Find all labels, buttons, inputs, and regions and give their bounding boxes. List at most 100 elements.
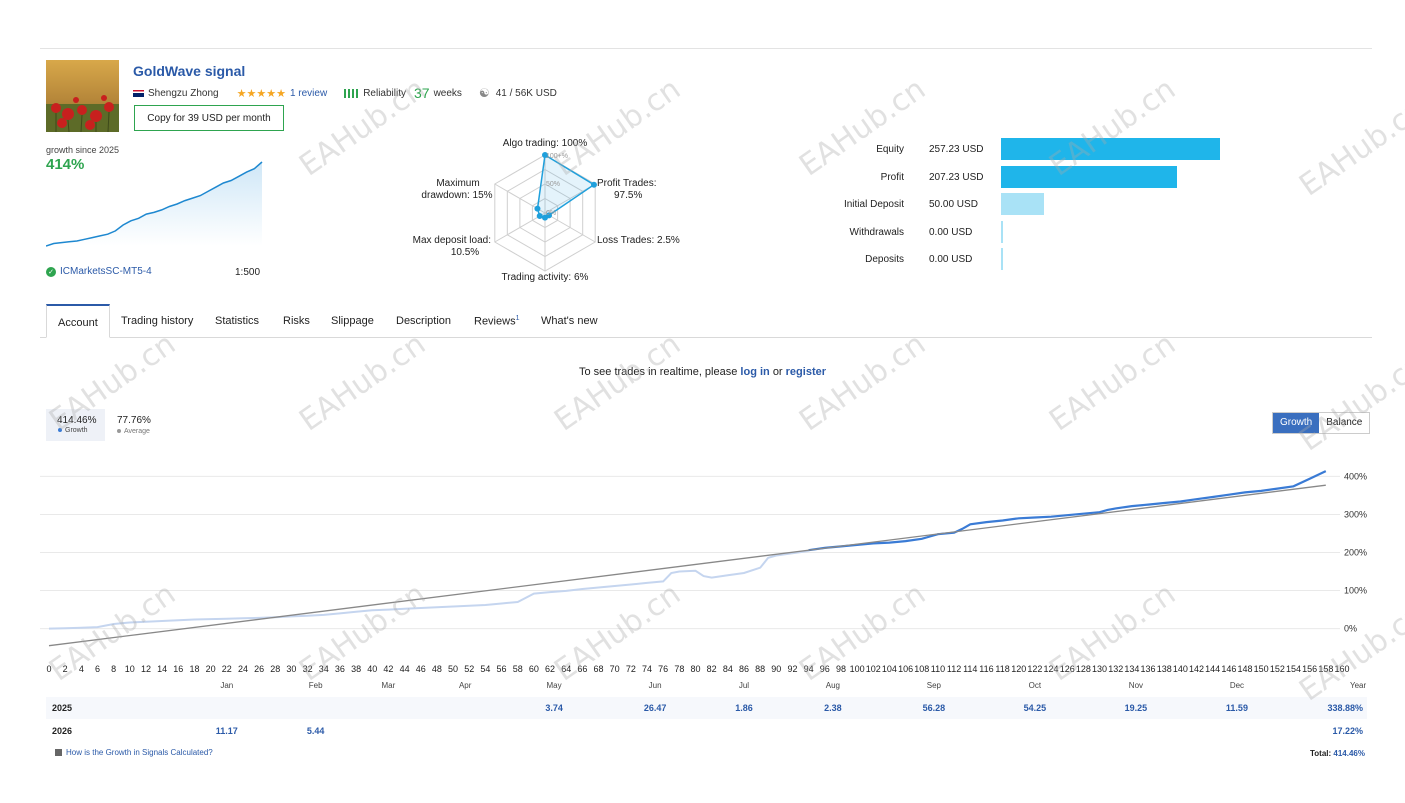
x-tick-label: 42	[383, 664, 393, 674]
x-tick-label: 48	[432, 664, 442, 674]
legend-average[interactable]: 77.76% Average	[117, 415, 151, 435]
register-link[interactable]: register	[785, 366, 827, 378]
x-tick-label: 88	[755, 664, 765, 674]
tab-reviews[interactable]: Reviews1	[474, 304, 519, 338]
signal-title[interactable]: GoldWave signal	[133, 63, 246, 79]
tab-whats-new[interactable]: What's new	[541, 315, 598, 327]
copy-subscribe-button[interactable]: Copy for 39 USD per month	[134, 105, 284, 131]
x-tick-label: 44	[400, 664, 410, 674]
x-tick-label: 68	[594, 664, 604, 674]
month-label: Jul	[739, 681, 749, 690]
x-tick-label: 118	[995, 664, 1009, 674]
table-cell: 56.28	[922, 703, 946, 713]
x-tick-label: 34	[319, 664, 329, 674]
x-tick-label: 54	[480, 664, 490, 674]
month-label: Nov	[1129, 681, 1143, 690]
month-label: Dec	[1230, 681, 1244, 690]
radar-axis	[544, 212, 596, 243]
x-tick-label: 104	[882, 664, 897, 674]
notice-text: To see trades in realtime, please	[578, 366, 738, 378]
radar-point-profit	[590, 181, 597, 188]
total-growth-value: 414.46%	[1333, 749, 1365, 758]
legend-growth-label: Growth	[58, 427, 88, 434]
x-tick-label: 94	[804, 664, 814, 674]
radar-ring-100: 100+%	[546, 153, 568, 160]
x-tick-label: 8	[111, 664, 116, 674]
x-tick-label: 76	[658, 664, 668, 674]
x-tick-label: 116	[979, 664, 993, 674]
table-cell: 5.44	[306, 726, 325, 736]
x-tick-label: 26	[254, 664, 264, 674]
login-link[interactable]: log in	[740, 366, 770, 378]
x-tick-label: 126	[1060, 664, 1075, 674]
reliability-label: Reliability	[363, 87, 406, 99]
weeks-count: 37	[413, 85, 430, 101]
watermark: EAHub.cn	[1293, 346, 1405, 459]
tab-slippage[interactable]: Slippage	[331, 315, 374, 327]
tab-account[interactable]: Account	[46, 304, 110, 338]
broker-server[interactable]: ✓ ICMarketsSC-MT5-4	[46, 266, 152, 277]
x-tick-label: 62	[545, 664, 555, 674]
tab-risks[interactable]: Risks	[283, 315, 310, 327]
table-cell: 11.59	[1225, 703, 1248, 713]
radar-label-maxload: Max deposit load:	[413, 235, 491, 246]
signal-avatar[interactable]	[46, 60, 119, 132]
growth-since-label: growth since 2025	[46, 145, 120, 155]
x-tick-label: 86	[739, 664, 749, 674]
growth-toggle-button[interactable]: Growth	[1273, 413, 1320, 433]
bar-value: 0.00 USD	[929, 226, 973, 238]
x-tick-label: 132	[1108, 664, 1123, 674]
realtime-notice: To see trades in realtime, please log in…	[0, 366, 1405, 378]
tab-trading-history[interactable]: Trading history	[121, 315, 194, 327]
x-tick-label: 112	[947, 664, 961, 674]
tab-bar: Account Trading history Statistics Risks…	[40, 304, 1372, 338]
x-tick-label: 96	[820, 664, 830, 674]
bar-fill	[1001, 221, 1003, 243]
mini-growth-chart[interactable]	[46, 158, 264, 250]
x-tick-label: 136	[1141, 664, 1156, 674]
table-year-total: 338.88%	[1327, 703, 1363, 713]
table-row: 2025 338.88% 3.74 26.47 1.86 2.38 56.28 54.25…	[46, 697, 1367, 719]
x-tick-label: 152	[1270, 664, 1285, 674]
signal-meta-row: Shengzu Zhong ★★★★★ 1 review Reliability…	[133, 85, 557, 101]
x-tick-label: 84	[723, 664, 733, 674]
radar-label-profit: Profit Trades:	[597, 178, 656, 189]
x-tick-label: 12	[141, 664, 151, 674]
month-label: Apr	[459, 681, 472, 690]
x-tick-label: 58	[513, 664, 523, 674]
x-tick-label: 106	[898, 664, 913, 674]
watermark: EAHub.cn	[293, 326, 433, 439]
x-tick-label: 36	[335, 664, 345, 674]
mini-chart-area	[46, 162, 262, 246]
radar-chart: 100+% 50% 0% Algo trading: 100% Profit T…	[413, 138, 680, 283]
x-tick-label: 142	[1189, 664, 1204, 674]
tab-statistics[interactable]: Statistics	[215, 315, 260, 327]
growth-chart[interactable]: 0%100%200%300%400%0 2 4 6 8 10 12 14 16 18 20 22 24 2…	[40, 455, 1372, 695]
tab-description[interactable]: Description	[396, 315, 452, 327]
author-name[interactable]: Shengzu Zhong	[148, 87, 219, 99]
subscribers-count: 41 / 56K USD	[495, 87, 557, 99]
x-tick-label: 72	[626, 664, 636, 674]
radar-points	[534, 152, 597, 221]
radar-label-drawdown-value: drawdown: 15%	[421, 190, 492, 201]
x-tick-label: 38	[351, 664, 361, 674]
x-tick-label: 22	[222, 664, 232, 674]
radar-label-maxload-value: 10.5%	[451, 247, 479, 258]
legend-growth[interactable]: 414.46% Growth	[46, 409, 105, 441]
x-tick-label: 114	[963, 664, 977, 674]
balance-toggle-button[interactable]: Balance	[1319, 413, 1370, 433]
legend-average-value: 77.76%	[117, 415, 151, 426]
broker-name[interactable]: ICMarketsSC-MT5-4	[60, 266, 152, 277]
x-tick-label: 60	[529, 664, 539, 674]
x-tick-label: 6	[95, 664, 100, 674]
x-tick-label: 10	[125, 664, 135, 674]
x-tick-label: 64	[561, 664, 571, 674]
reviews-link[interactable]: 1 review	[289, 87, 328, 99]
bar-value: 50.00 USD	[929, 198, 978, 210]
year-label: Year	[1350, 681, 1367, 690]
x-tick-label: 18	[189, 664, 199, 674]
x-tick-label: 0	[46, 664, 51, 674]
radar-point-activity	[542, 214, 548, 221]
growth-calc-link[interactable]: How is the Growth in Signals Calculated?	[55, 748, 213, 757]
x-tick-label: 82	[707, 664, 717, 674]
